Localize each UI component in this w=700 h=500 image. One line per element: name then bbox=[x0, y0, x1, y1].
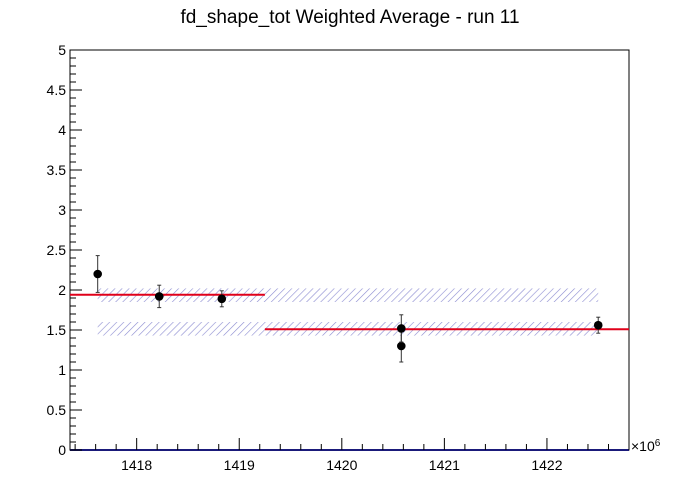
x-axis-exponent-base: ×10 bbox=[631, 438, 655, 454]
x-tick-label: 1420 bbox=[326, 457, 357, 473]
y-tick-label: 2.5 bbox=[47, 242, 67, 258]
y-tick-label: 4 bbox=[58, 122, 66, 138]
plot-frame bbox=[69, 49, 630, 451]
data-point-6 bbox=[593, 320, 603, 330]
data-point-3 bbox=[217, 294, 227, 304]
y-tick-label: 4.5 bbox=[47, 82, 67, 98]
y-tick-label: 1.5 bbox=[47, 322, 67, 338]
chart-title: fd_shape_tot Weighted Average - run 11 bbox=[180, 7, 519, 28]
x-axis-exponent-label: ×106 bbox=[631, 438, 661, 454]
data-point-1 bbox=[93, 269, 102, 279]
y-tick-label: 0.5 bbox=[47, 402, 67, 418]
y-tick-label: 3 bbox=[58, 202, 66, 218]
x-tick-label: 1422 bbox=[531, 457, 562, 473]
y-tick-label: 1 bbox=[58, 362, 66, 378]
y-tick-label: 2 bbox=[58, 282, 66, 298]
y-tick-label: 0 bbox=[58, 442, 66, 458]
x-tick-label: 1418 bbox=[121, 457, 152, 473]
data-point-5 bbox=[396, 324, 406, 333]
y-tick-label: 3.5 bbox=[47, 162, 67, 178]
x-axis-exponent-power: 6 bbox=[655, 438, 661, 449]
x-tick-label: 1419 bbox=[224, 457, 255, 473]
x-tick-label: 1421 bbox=[429, 457, 460, 473]
y-tick-label: 5 bbox=[58, 42, 66, 58]
data-point-4 bbox=[396, 341, 406, 351]
data-point-2 bbox=[154, 292, 164, 301]
